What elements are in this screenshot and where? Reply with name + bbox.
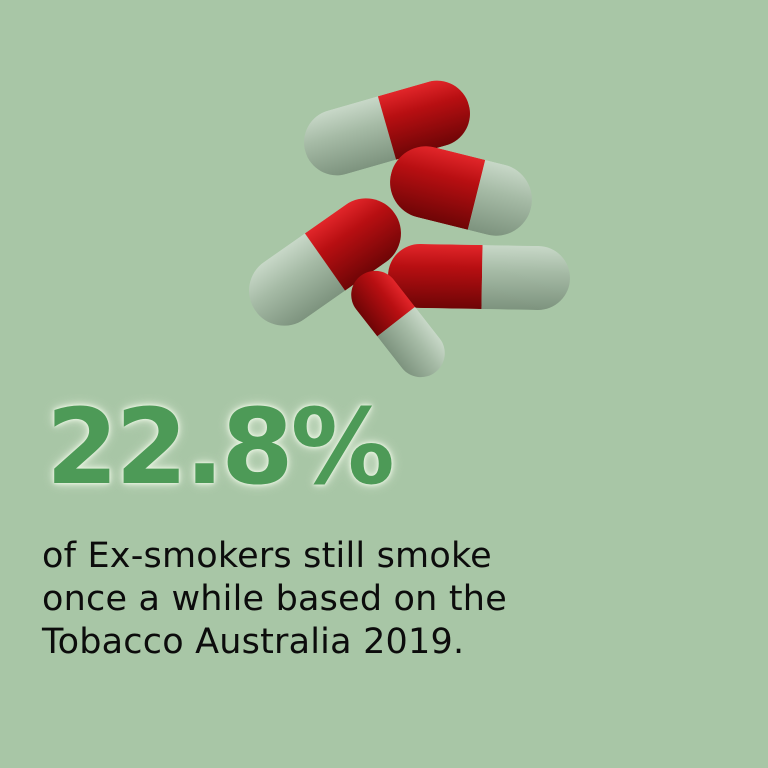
capsule-pill: [341, 261, 455, 387]
capsule-pill: [235, 184, 415, 340]
caption-line: of Ex-smokers still smoke: [42, 536, 492, 576]
capsule-pill: [387, 243, 571, 311]
capsule-pills-icon: [235, 72, 571, 387]
capsule-pill: [296, 72, 478, 184]
capsule-pill: [382, 138, 540, 244]
stat-value: 22.8%: [46, 386, 395, 508]
stat-caption: of Ex-smokers still smoke once a while b…: [42, 535, 702, 664]
caption-line: Tobacco Australia 2019.: [42, 622, 465, 662]
caption-line: once a while based on the: [42, 579, 507, 619]
